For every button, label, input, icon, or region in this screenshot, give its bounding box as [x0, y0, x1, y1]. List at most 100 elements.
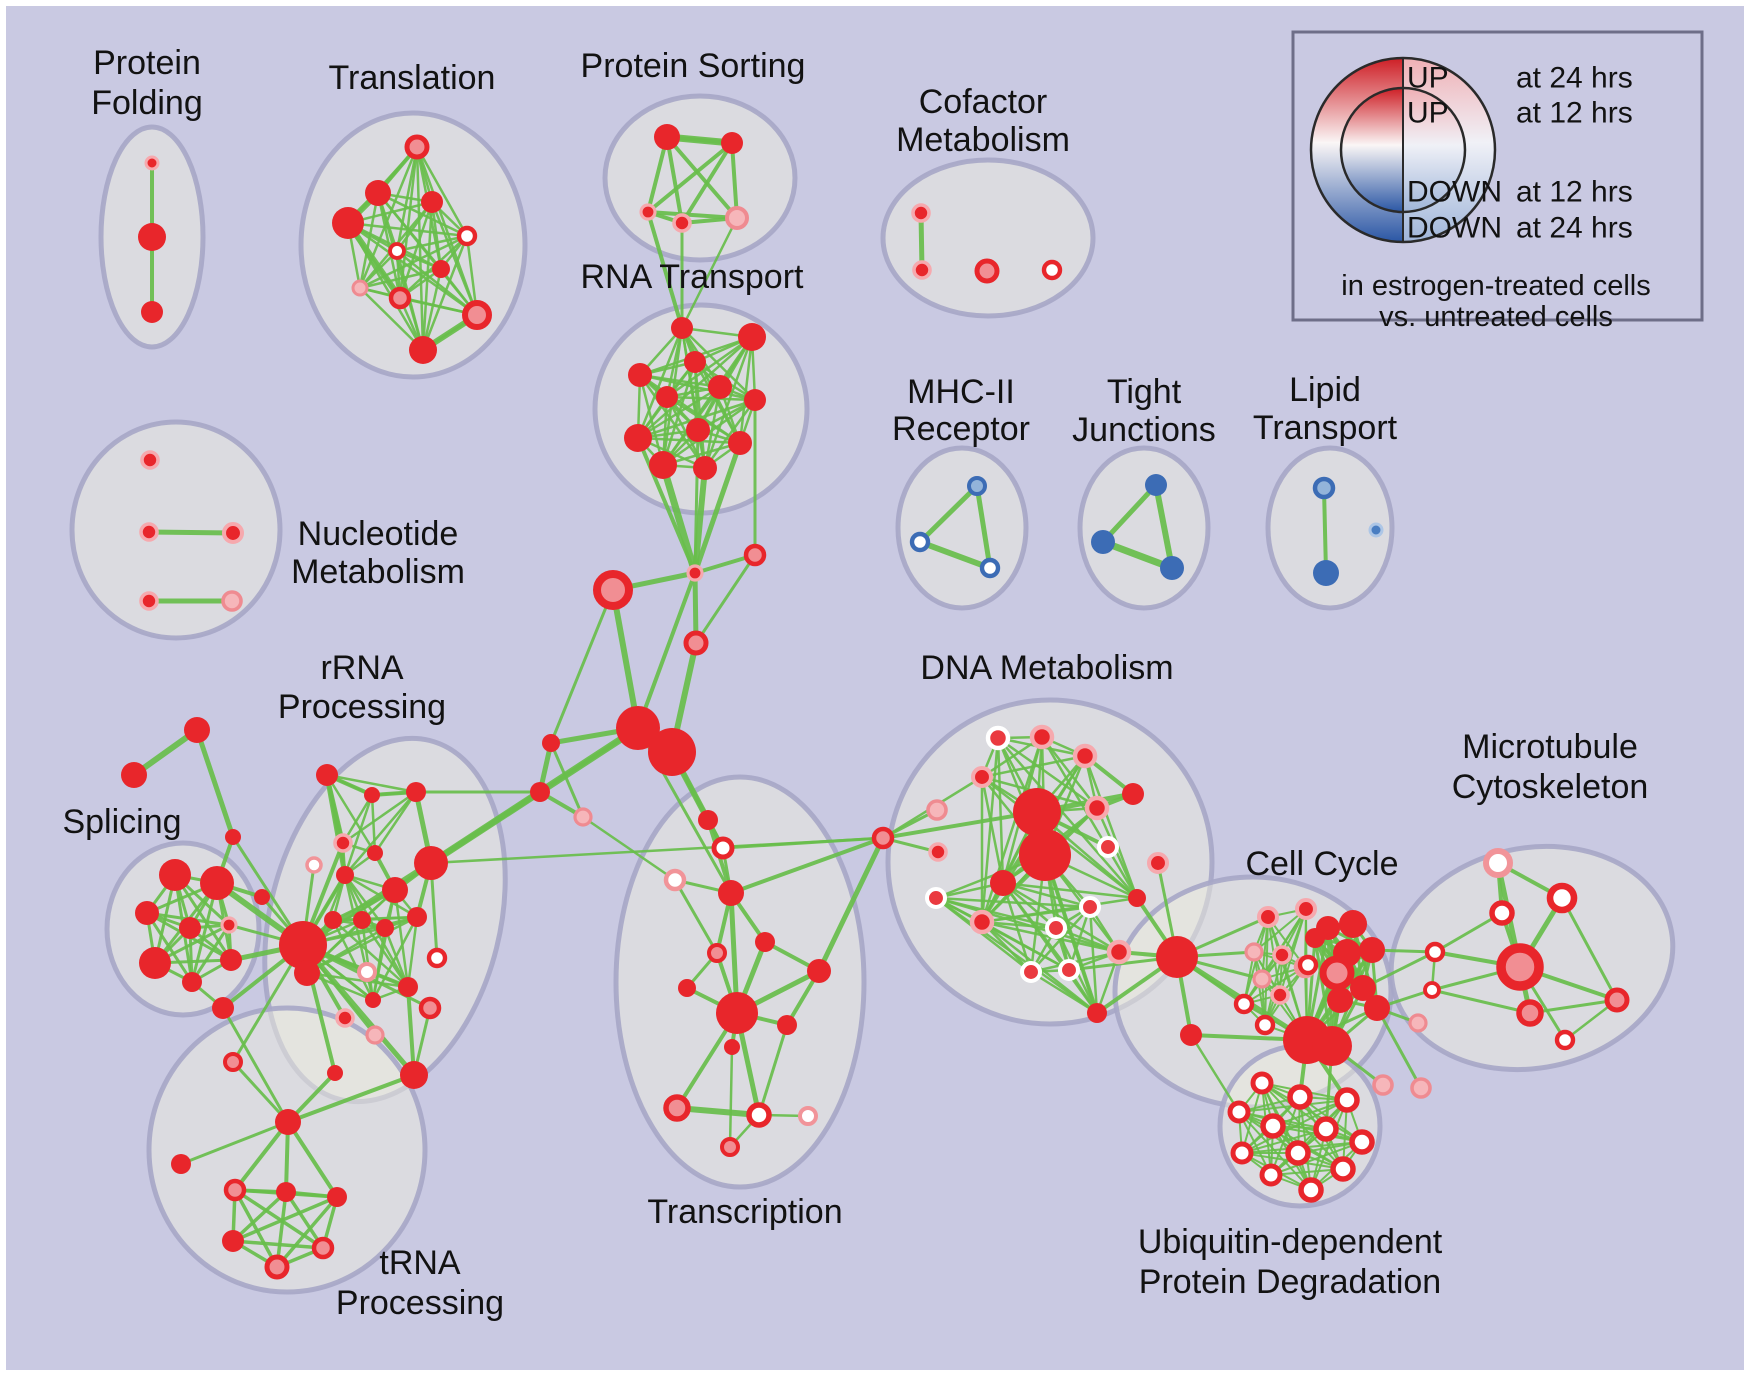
node-CC18[interactable] — [1327, 987, 1353, 1013]
node-D4[interactable] — [970, 765, 994, 789]
node-DH3[interactable] — [1156, 936, 1198, 978]
node-R13[interactable] — [357, 962, 377, 982]
node-R2[interactable] — [364, 787, 380, 803]
node-D13[interactable] — [969, 909, 995, 935]
node-CM4[interactable] — [1041, 259, 1063, 281]
node-TR6[interactable] — [707, 943, 727, 963]
node-CC12[interactable] — [1305, 928, 1325, 948]
node-S5[interactable] — [220, 916, 238, 934]
node-R20[interactable] — [400, 1061, 428, 1089]
node-RT10[interactable] — [728, 431, 752, 455]
node-U3[interactable] — [1334, 1087, 1360, 1113]
node-TR3[interactable] — [663, 868, 687, 892]
node-R4[interactable] — [333, 833, 353, 853]
node-S1[interactable] — [159, 859, 191, 891]
node-LT1[interactable] — [1312, 476, 1336, 500]
node-U8[interactable] — [1230, 1141, 1254, 1165]
node-D10[interactable] — [1096, 835, 1120, 859]
node-DH2[interactable] — [1019, 829, 1071, 881]
node-TN7[interactable] — [264, 1254, 290, 1280]
node-TN4[interactable] — [327, 1187, 347, 1207]
node-t4[interactable] — [332, 207, 364, 239]
node-TR13[interactable] — [746, 1102, 772, 1128]
node-t7[interactable] — [432, 260, 450, 278]
node-D20[interactable] — [1087, 1003, 1107, 1023]
node-HUB2[interactable] — [648, 728, 696, 776]
node-N2[interactable] — [139, 522, 159, 542]
node-CC1[interactable] — [1256, 905, 1280, 929]
node-MH1[interactable] — [967, 476, 987, 496]
node-C1[interactable] — [871, 826, 895, 850]
node-MT9[interactable] — [1554, 1029, 1576, 1051]
node-R22[interactable] — [254, 889, 270, 905]
node-R6[interactable] — [336, 866, 354, 884]
node-t10[interactable] — [462, 300, 492, 330]
node-M3[interactable] — [573, 807, 593, 827]
node-N1[interactable] — [140, 450, 160, 470]
node-CC20[interactable] — [1372, 1074, 1394, 1096]
node-R5[interactable] — [305, 856, 323, 874]
node-D9[interactable] — [990, 870, 1016, 896]
node-PF3[interactable] — [141, 301, 163, 323]
node-TN3[interactable] — [276, 1182, 296, 1202]
node-S2[interactable] — [200, 866, 234, 900]
node-CC21[interactable] — [1410, 1077, 1432, 1099]
node-TR2[interactable] — [711, 836, 735, 860]
node-CC11[interactable] — [1339, 910, 1367, 938]
node-R7[interactable] — [367, 845, 383, 861]
node-D17[interactable] — [1106, 939, 1132, 965]
node-TR15[interactable] — [720, 1137, 740, 1157]
node-TR1[interactable] — [698, 810, 718, 830]
node-MT4[interactable] — [1424, 941, 1446, 963]
node-CC19[interactable] — [1364, 995, 1390, 1021]
node-RHUB[interactable] — [279, 921, 327, 969]
node-CC16[interactable] — [1319, 955, 1355, 991]
node-R23[interactable] — [212, 997, 234, 1019]
node-CC6[interactable] — [1252, 969, 1272, 989]
node-D5[interactable] — [926, 799, 948, 821]
node-D16[interactable] — [1128, 889, 1146, 907]
node-PS3[interactable] — [639, 203, 657, 221]
node-RT7[interactable] — [744, 389, 766, 411]
node-R17[interactable] — [398, 977, 418, 997]
node-D18[interactable] — [1019, 960, 1043, 984]
node-TN0[interactable] — [275, 1109, 301, 1135]
node-RT5[interactable] — [708, 375, 732, 399]
node-R19[interactable] — [365, 992, 381, 1008]
node-CC14[interactable] — [1359, 937, 1385, 963]
node-PS2[interactable] — [721, 132, 743, 154]
node-D14[interactable] — [1044, 916, 1068, 940]
node-M2[interactable] — [530, 782, 550, 802]
node-t11[interactable] — [409, 336, 437, 364]
node-J1[interactable] — [686, 564, 704, 582]
node-RT4[interactable] — [628, 363, 652, 387]
node-U11[interactable] — [1259, 1163, 1283, 1187]
node-D3[interactable] — [1072, 743, 1098, 769]
node-J3[interactable] — [593, 570, 633, 610]
node-J4[interactable] — [683, 630, 709, 656]
node-CCH2[interactable] — [1312, 1026, 1352, 1066]
node-N4[interactable] — [139, 591, 159, 611]
node-t6[interactable] — [388, 242, 406, 260]
node-LT3[interactable] — [1368, 522, 1384, 538]
node-R11[interactable] — [353, 911, 371, 929]
node-U5[interactable] — [1260, 1113, 1286, 1139]
node-J2[interactable] — [743, 543, 767, 567]
node-D11[interactable] — [1146, 851, 1170, 875]
node-S3[interactable] — [135, 901, 159, 925]
node-CM3[interactable] — [974, 258, 1000, 284]
node-U12[interactable] — [1298, 1177, 1324, 1203]
node-R1[interactable] — [316, 764, 338, 786]
node-TR10[interactable] — [777, 1015, 797, 1035]
node-S8[interactable] — [220, 949, 242, 971]
node-MT2[interactable] — [1546, 882, 1578, 914]
node-R24[interactable] — [223, 1052, 243, 1072]
node-CC3[interactable] — [1244, 942, 1264, 962]
node-S6[interactable] — [139, 947, 171, 979]
node-RT11[interactable] — [649, 451, 677, 479]
node-R8[interactable] — [382, 877, 408, 903]
node-D1[interactable] — [985, 725, 1011, 751]
node-TR4[interactable] — [718, 880, 744, 906]
node-D19[interactable] — [1057, 958, 1081, 982]
node-U7[interactable] — [1349, 1129, 1375, 1155]
